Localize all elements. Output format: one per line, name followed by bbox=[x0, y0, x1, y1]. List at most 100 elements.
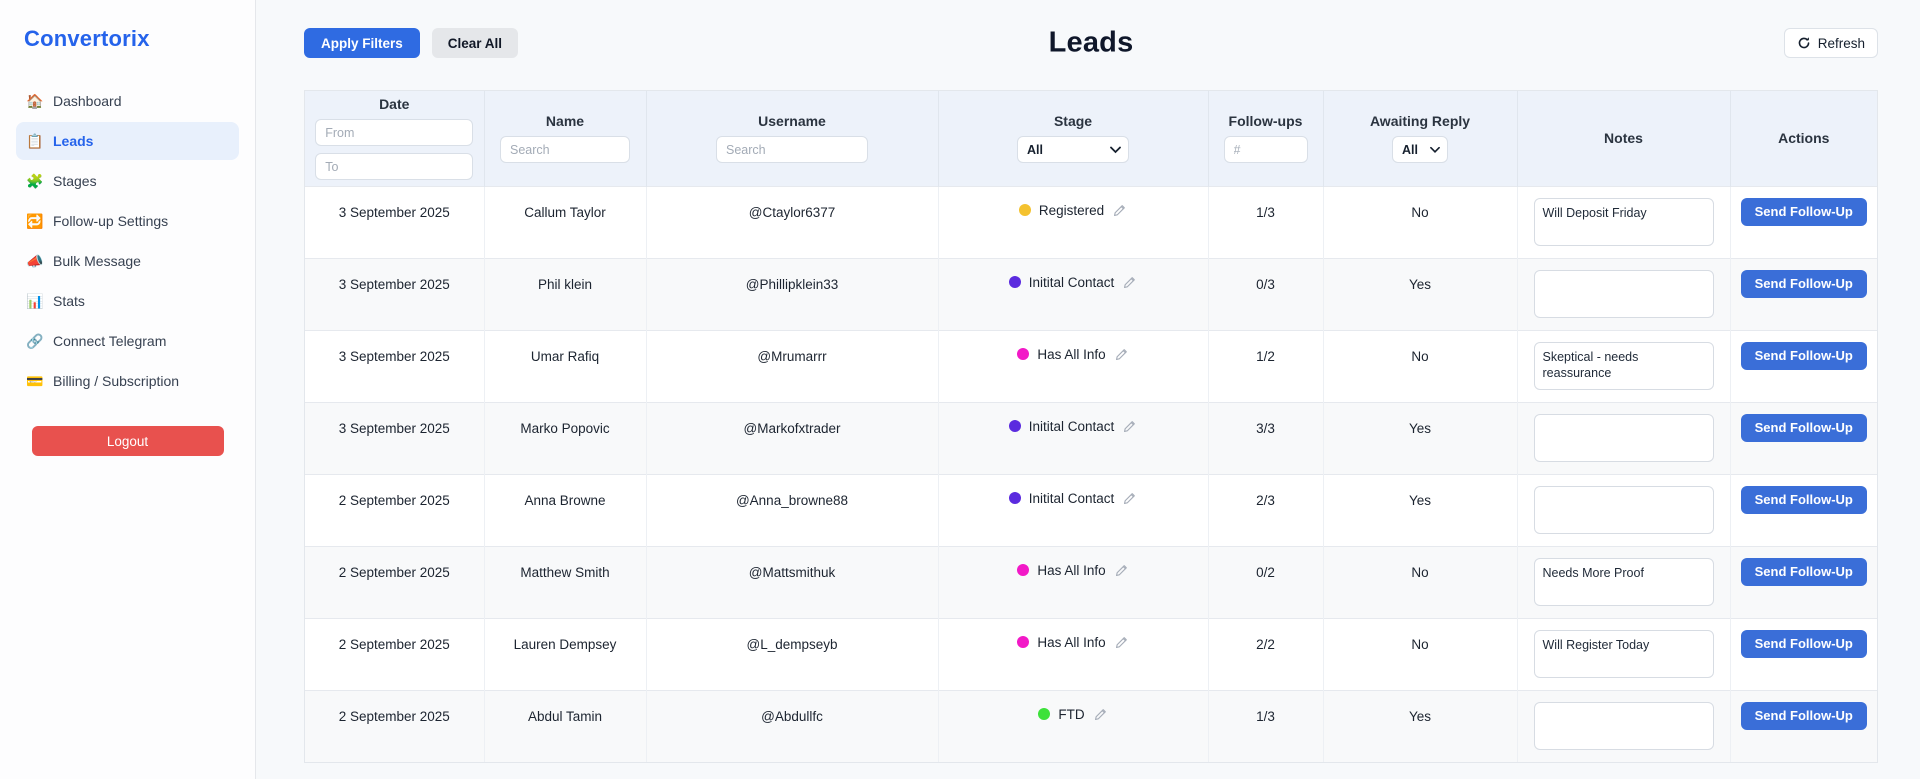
name-search-input[interactable] bbox=[500, 136, 630, 164]
stage-label: Has All Info bbox=[1037, 346, 1106, 362]
leads-table: Date Name Username bbox=[304, 90, 1878, 763]
stage-label: Has All Info bbox=[1037, 634, 1106, 650]
date-to-input[interactable] bbox=[315, 153, 474, 181]
sidebar-item-follow-up-settings[interactable]: 🔁 Follow-up Settings bbox=[16, 202, 239, 240]
lead-actions-cell: Send Follow-Up bbox=[1730, 473, 1877, 546]
column-header-name: Name bbox=[484, 91, 647, 186]
sidebar-item-connect-telegram[interactable]: 🔗 Connect Telegram bbox=[16, 322, 239, 360]
notes-input[interactable] bbox=[1533, 341, 1714, 390]
stage-color-dot bbox=[1018, 204, 1031, 216]
lead-name: Marko Popovic bbox=[484, 401, 647, 474]
notes-input[interactable] bbox=[1533, 485, 1714, 534]
sidebar-item-stages[interactable]: 🧩 Stages bbox=[16, 162, 239, 200]
column-header-followups: Follow-ups bbox=[1208, 91, 1324, 186]
edit-stage-icon[interactable] bbox=[1114, 563, 1129, 578]
refresh-icon bbox=[1798, 37, 1810, 49]
lead-username: @Ctaylor6377 bbox=[646, 185, 939, 258]
puzzle-icon: 🧩 bbox=[26, 172, 44, 189]
stage-color-dot bbox=[1008, 420, 1021, 432]
column-header-date: Date bbox=[305, 91, 485, 186]
lead-name: Abdul Tamin bbox=[484, 689, 647, 762]
followups-filter-input[interactable] bbox=[1223, 136, 1308, 164]
stage-color-dot bbox=[1008, 492, 1021, 504]
stage-color-dot bbox=[1017, 564, 1030, 576]
stage-filter-select[interactable]: All bbox=[1017, 136, 1129, 164]
lead-username: @L_dempseyb bbox=[646, 617, 939, 690]
table-header-row: Date Name Username bbox=[305, 91, 1877, 186]
notes-input[interactable] bbox=[1533, 701, 1714, 750]
lead-actions-cell: Send Follow-Up bbox=[1730, 185, 1877, 258]
edit-stage-icon[interactable] bbox=[1122, 491, 1137, 506]
notes-input[interactable] bbox=[1533, 197, 1714, 246]
name-header-label: Name bbox=[545, 113, 585, 130]
lead-name: Lauren Dempsey bbox=[484, 617, 647, 690]
apply-filters-button[interactable]: Apply Filters bbox=[304, 28, 420, 58]
lead-name: Matthew Smith bbox=[484, 545, 647, 618]
notes-input[interactable] bbox=[1533, 629, 1714, 678]
sidebar-item-billing-subscription[interactable]: 💳 Billing / Subscription bbox=[16, 362, 239, 400]
lead-date: 2 September 2025 bbox=[305, 689, 485, 762]
lead-username: @Abdullfc bbox=[646, 689, 939, 762]
refresh-label: Refresh bbox=[1817, 35, 1865, 51]
send-follow-up-button[interactable]: Send Follow-Up bbox=[1740, 341, 1867, 370]
lead-stage-cell: Has All Info bbox=[938, 329, 1209, 402]
edit-stage-icon[interactable] bbox=[1114, 635, 1129, 650]
notes-header-label: Notes bbox=[1604, 130, 1643, 147]
lead-date: 2 September 2025 bbox=[305, 473, 485, 546]
lead-date: 3 September 2025 bbox=[305, 257, 485, 330]
refresh-button[interactable]: Refresh bbox=[1783, 28, 1878, 58]
send-follow-up-button[interactable]: Send Follow-Up bbox=[1740, 413, 1867, 442]
lead-stage-cell: FTD bbox=[938, 689, 1209, 762]
sidebar-item-dashboard[interactable]: 🏠 Dashboard bbox=[16, 82, 239, 120]
sidebar-item-stats[interactable]: 📊 Stats bbox=[16, 282, 239, 320]
lead-followups: 0/2 bbox=[1208, 545, 1324, 618]
send-follow-up-button[interactable]: Send Follow-Up bbox=[1740, 629, 1867, 658]
table-row: 3 September 2025 Umar Rafiq @Mrumarrr Ha… bbox=[305, 329, 1877, 402]
edit-stage-icon[interactable] bbox=[1093, 707, 1108, 722]
lead-date: 3 September 2025 bbox=[305, 185, 485, 258]
notes-input[interactable] bbox=[1533, 557, 1714, 606]
lead-username: @Anna_browne88 bbox=[646, 473, 939, 546]
lead-followups: 1/2 bbox=[1208, 329, 1324, 402]
sidebar-nav: 🏠 Dashboard 📋 Leads 🧩 Stages 🔁 Follow-up… bbox=[16, 82, 239, 400]
clear-all-button[interactable]: Clear All bbox=[431, 28, 519, 58]
lead-name: Anna Browne bbox=[484, 473, 647, 546]
username-search-input[interactable] bbox=[716, 136, 868, 164]
edit-stage-icon[interactable] bbox=[1114, 347, 1129, 362]
table-row: 2 September 2025 Abdul Tamin @Abdullfc F… bbox=[305, 689, 1877, 762]
edit-stage-icon[interactable] bbox=[1122, 419, 1137, 434]
column-header-username: Username bbox=[646, 91, 939, 186]
notes-input[interactable] bbox=[1533, 269, 1714, 318]
stage-label: Initital Contact bbox=[1028, 274, 1115, 290]
lead-stage-cell: Has All Info bbox=[938, 545, 1209, 618]
lead-awaiting: No bbox=[1323, 329, 1518, 402]
page-title: Leads bbox=[1048, 26, 1134, 59]
lead-awaiting: Yes bbox=[1323, 689, 1518, 762]
edit-stage-icon[interactable] bbox=[1112, 203, 1127, 218]
awaiting-filter-select[interactable]: All bbox=[1392, 136, 1448, 164]
notes-input[interactable] bbox=[1533, 413, 1714, 462]
send-follow-up-button[interactable]: Send Follow-Up bbox=[1740, 269, 1867, 298]
stage-color-dot bbox=[1038, 708, 1051, 720]
sidebar-item-leads[interactable]: 📋 Leads bbox=[16, 122, 239, 160]
sidebar-item-bulk-message[interactable]: 📣 Bulk Message bbox=[16, 242, 239, 280]
stage-color-dot bbox=[1008, 276, 1021, 288]
brand-logo: Convertorix bbox=[24, 26, 150, 51]
lead-username: @Mrumarrr bbox=[646, 329, 939, 402]
send-follow-up-button[interactable]: Send Follow-Up bbox=[1740, 557, 1867, 586]
send-follow-up-button[interactable]: Send Follow-Up bbox=[1740, 701, 1867, 730]
send-follow-up-button[interactable]: Send Follow-Up bbox=[1740, 485, 1867, 514]
actions-header-label: Actions bbox=[1778, 130, 1830, 147]
lead-notes-cell bbox=[1517, 617, 1731, 690]
edit-stage-icon[interactable] bbox=[1122, 275, 1137, 290]
lead-date: 3 September 2025 bbox=[305, 329, 485, 402]
stage-color-dot bbox=[1017, 348, 1030, 360]
send-follow-up-button[interactable]: Send Follow-Up bbox=[1740, 197, 1867, 226]
lead-awaiting: Yes bbox=[1323, 257, 1518, 330]
lead-followups: 2/3 bbox=[1208, 473, 1324, 546]
date-from-input[interactable] bbox=[315, 119, 474, 147]
lead-awaiting: Yes bbox=[1323, 401, 1518, 474]
repeat-icon: 🔁 bbox=[26, 212, 44, 229]
logout-button[interactable]: Logout bbox=[31, 426, 224, 456]
link-icon: 🔗 bbox=[26, 332, 44, 349]
